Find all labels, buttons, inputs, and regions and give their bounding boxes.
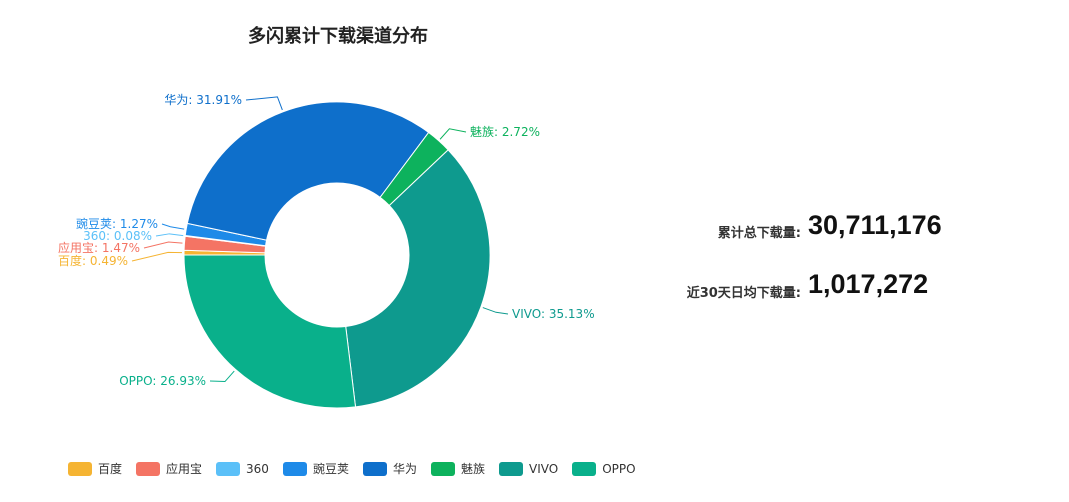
- total-downloads-label: 累计总下载量:: [717, 226, 801, 241]
- legend-swatch: [216, 461, 241, 476]
- slice-7[interactable]: [183, 254, 357, 409]
- legend-swatch: [498, 461, 523, 476]
- legend-item-6[interactable]: VIVO: [498, 461, 559, 476]
- legend-swatch: [136, 461, 161, 476]
- leader-line-6: [482, 307, 509, 315]
- legend-label: 应用宝: [166, 462, 203, 476]
- leader-line-7: [209, 370, 235, 383]
- leader-line-2: [155, 233, 184, 237]
- slice-6[interactable]: [345, 149, 491, 408]
- chart-legend: 百度 应用宝 360 豌豆荚 华为 魅族 VIVO OPPO: [68, 460, 650, 477]
- legend-label: 豌豆荚: [312, 462, 349, 476]
- total-downloads-value: 30,711,176: [808, 210, 942, 240]
- legend-label: 360: [246, 461, 269, 476]
- chart-title: 多闪累计下载渠道分布: [248, 26, 428, 47]
- legend-label: OPPO: [602, 461, 636, 476]
- legend-item-2[interactable]: 360: [216, 461, 269, 476]
- legend-item-1[interactable]: 应用宝: [136, 460, 202, 477]
- legend-item-7[interactable]: OPPO: [572, 461, 636, 476]
- legend-swatch: [572, 461, 597, 476]
- data-label-7: OPPO: 26.93%: [119, 374, 206, 388]
- leader-line-1: [143, 241, 183, 249]
- legend-swatch: [282, 461, 307, 476]
- legend-label: 魅族: [460, 462, 485, 476]
- legend-item-4[interactable]: 华为: [362, 460, 417, 477]
- data-label-4: 华为: 31.91%: [164, 93, 242, 107]
- leader-line-0: [131, 251, 183, 262]
- leader-line-3: [161, 223, 185, 230]
- data-label-0: 百度: 0.49%: [58, 253, 128, 268]
- legend-item-3[interactable]: 豌豆荚: [282, 460, 349, 477]
- data-label-5: 魅族: 2.72%: [470, 124, 540, 139]
- data-label-1: 应用宝: 1.47%: [58, 240, 140, 255]
- legend-swatch: [430, 461, 455, 476]
- legend-item-5[interactable]: 魅族: [430, 460, 485, 477]
- data-label-3: 豌豆荚: 1.27%: [76, 216, 158, 231]
- leader-line-5: [439, 128, 467, 140]
- slice-4[interactable]: [186, 101, 430, 241]
- legend-label: VIVO: [528, 461, 559, 476]
- legend-item-0[interactable]: 百度: [68, 460, 122, 477]
- donut-chart: 百度: 0.49%应用宝: 1.47%360: 0.08%豌豆荚: 1.27% 华…: [58, 93, 595, 409]
- leader-line-4: [245, 96, 283, 111]
- daily-downloads-value: 1,017,272: [808, 269, 929, 299]
- legend-swatch: [68, 461, 92, 476]
- data-label-6: VIVO: 35.13%: [512, 307, 595, 321]
- legend-label: 华为: [392, 462, 417, 476]
- legend-swatch: [362, 461, 387, 476]
- data-label-2: 360: 0.08%: [83, 229, 152, 243]
- daily-downloads-label: 近30天日均下载量:: [686, 286, 801, 301]
- legend-label: 百度: [98, 462, 123, 476]
